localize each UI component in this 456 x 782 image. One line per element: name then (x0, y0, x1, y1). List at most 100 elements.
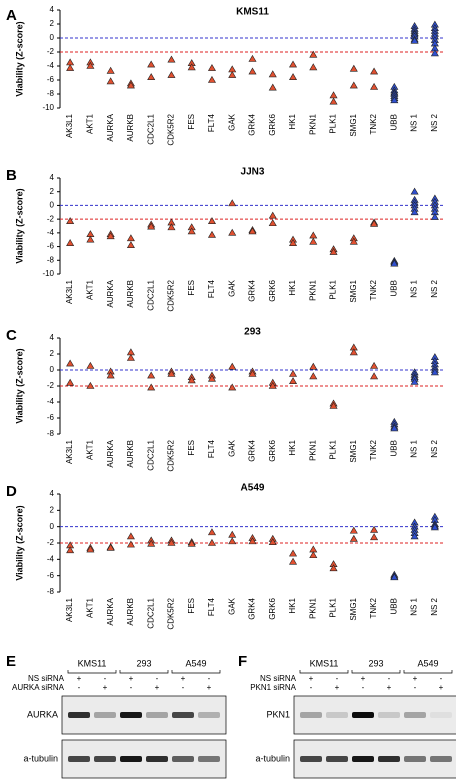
x-tick-label: AURKB (126, 440, 135, 468)
bracket (299, 670, 349, 674)
cell-line-label: KMS11 (78, 658, 107, 668)
point (187, 63, 196, 71)
point (268, 381, 277, 389)
x-tick-label: AKT1 (86, 279, 95, 300)
x-tick-label: AKT1 (86, 439, 95, 460)
x-tick-label: NS 2 (430, 597, 439, 615)
band (326, 712, 348, 718)
band (378, 756, 400, 762)
x-tick-label: UBB (389, 280, 398, 296)
point (309, 372, 318, 380)
x-tick-label: UBB (389, 440, 398, 456)
x-tick-label: GRK4 (248, 113, 257, 135)
point (126, 540, 135, 548)
y-tick-label: 2 (50, 187, 55, 196)
point (289, 557, 298, 565)
x-tick-label: PLK1 (329, 279, 338, 299)
point (207, 217, 216, 224)
bracket (351, 670, 401, 674)
x-tick-label: PLK1 (329, 439, 338, 459)
sign: + (77, 674, 82, 683)
point (207, 528, 216, 536)
band (68, 712, 90, 718)
point (309, 50, 318, 58)
y-tick-label: 0 (50, 522, 55, 531)
band (120, 712, 142, 718)
sign: - (182, 683, 185, 692)
x-tick-label: PKN1 (308, 597, 317, 618)
bracket (403, 670, 453, 674)
x-tick-label: PKN1 (308, 279, 317, 300)
point (289, 549, 298, 557)
sign: - (104, 674, 107, 683)
x-tick-label: GRK6 (268, 279, 277, 301)
x-tick-label: PKN1 (308, 113, 317, 134)
point (147, 371, 156, 379)
point (430, 523, 439, 531)
point (106, 371, 115, 379)
point (248, 54, 257, 62)
x-tick-label: CDK5R2 (167, 113, 176, 145)
y-tick-label: -2 (47, 381, 55, 390)
x-tick-label: UBB (389, 114, 398, 130)
point (349, 534, 358, 542)
x-tick-label: SMG1 (349, 597, 358, 620)
x-tick-label: NS 2 (430, 113, 439, 131)
point (228, 71, 237, 78)
y-tick-label: -6 (47, 242, 55, 251)
cell-line-label: 293 (136, 658, 151, 668)
y-tick-label: 4 (50, 173, 55, 182)
band (94, 712, 116, 718)
bracket (67, 670, 117, 674)
point (268, 219, 277, 227)
x-tick-label: AURKB (126, 280, 135, 308)
x-tick-label: FLT4 (207, 113, 216, 132)
x-tick-label: FLT4 (207, 439, 216, 458)
point (167, 223, 176, 231)
point (430, 49, 439, 57)
x-tick-label: AURKB (126, 598, 135, 626)
cell-line-label: A549 (417, 658, 438, 668)
band (404, 712, 426, 718)
x-tick-label: NS 2 (430, 439, 439, 457)
x-tick-label: GRK4 (248, 279, 257, 301)
sign: + (155, 683, 160, 692)
y-axis-label: Viability (Z-score) (14, 348, 24, 423)
y-tick-label: 0 (50, 201, 55, 210)
sign: + (361, 674, 366, 683)
point (228, 537, 237, 545)
x-tick-label: HK1 (288, 597, 297, 613)
x-tick-label: AURKB (126, 114, 135, 142)
point (329, 247, 338, 255)
x-tick-label: NS 1 (410, 597, 419, 615)
band (378, 712, 400, 718)
point (228, 383, 237, 391)
cell-line-label: A549 (185, 658, 206, 668)
treatment-label: NS siRNA (260, 674, 297, 683)
y-tick-label: -6 (47, 571, 55, 580)
x-tick-label: CDC2L1 (146, 597, 155, 628)
sign: + (103, 683, 108, 692)
x-tick-label: GAK (227, 439, 236, 457)
point (248, 227, 257, 235)
x-tick-label: AK3L1 (65, 279, 74, 304)
sign: + (129, 674, 134, 683)
point (329, 564, 338, 572)
chart-title: A549 (241, 483, 265, 494)
y-tick-label: -10 (42, 269, 54, 278)
y-tick-label: 4 (50, 5, 55, 14)
sign: + (181, 674, 186, 683)
x-tick-label: GRK6 (268, 439, 277, 461)
point (349, 64, 358, 72)
point (370, 525, 379, 533)
point (289, 239, 298, 246)
point (309, 362, 318, 370)
x-tick-label: AK3L1 (65, 597, 74, 622)
band-label: AURKA (27, 709, 58, 719)
y-tick-label: -10 (42, 103, 54, 112)
point (147, 383, 156, 391)
point (289, 73, 298, 80)
x-tick-label: SMG1 (349, 279, 358, 302)
x-tick-label: FES (187, 280, 196, 296)
sign: - (388, 674, 391, 683)
